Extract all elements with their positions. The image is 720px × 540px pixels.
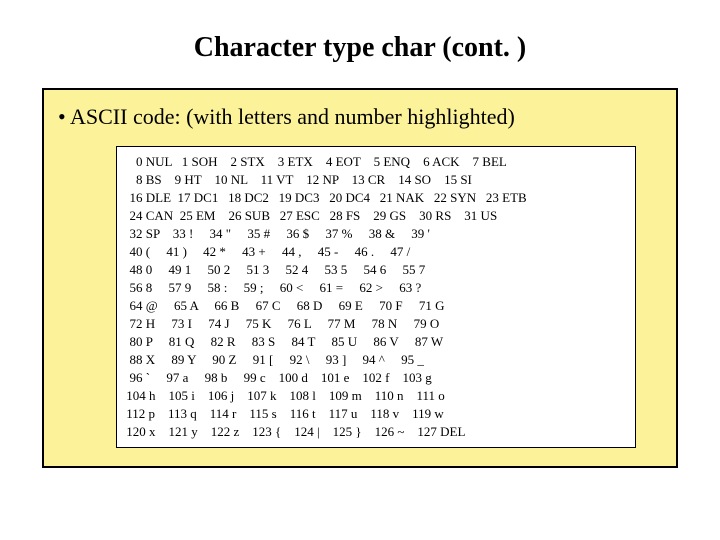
ascii-row: 8 BS 9 HT 10 NL 11 VT 12 NP 13 CR 14 SO … (123, 171, 629, 189)
ascii-row: 24 CAN 25 EM 26 SUB 27 ESC 28 FS 29 GS 3… (123, 207, 629, 225)
ascii-row: 96 ` 97 a 98 b 99 c 100 d 101 e 102 f 10… (123, 369, 629, 387)
ascii-row: 72 H 73 I 74 J 75 K 76 L 77 M 78 N 79 O (123, 315, 629, 333)
ascii-row: 80 P 81 Q 82 R 83 S 84 T 85 U 86 V 87 W (123, 333, 629, 351)
ascii-row: 48 0 49 1 50 2 51 3 52 4 53 5 54 6 55 7 (123, 261, 629, 279)
ascii-row: 120 x 121 y 122 z 123 { 124 | 125 } 126 … (123, 423, 629, 441)
ascii-row: 88 X 89 Y 90 Z 91 [ 92 \ 93 ] 94 ^ 95 _ (123, 351, 629, 369)
subtitle-text: • ASCII code: (with letters and number h… (58, 104, 662, 130)
ascii-row: 32 SP 33 ! 34 " 35 # 36 $ 37 % 38 & 39 ' (123, 225, 629, 243)
ascii-row: 56 8 57 9 58 : 59 ; 60 < 61 = 62 > 63 ? (123, 279, 629, 297)
page-title: Character type char (cont. ) (0, 32, 720, 64)
ascii-table-box: 0 NUL 1 SOH 2 STX 3 ETX 4 EOT 5 ENQ 6 AC… (116, 146, 636, 448)
content-panel: • ASCII code: (with letters and number h… (42, 88, 678, 468)
ascii-row: 0 NUL 1 SOH 2 STX 3 ETX 4 EOT 5 ENQ 6 AC… (123, 153, 629, 171)
ascii-row: 40 ( 41 ) 42 * 43 + 44 , 45 - 46 . 47 / (123, 243, 629, 261)
ascii-row: 64 @ 65 A 66 B 67 C 68 D 69 E 70 F 71 G (123, 297, 629, 315)
ascii-row: 112 p 113 q 114 r 115 s 116 t 117 u 118 … (123, 405, 629, 423)
ascii-row: 104 h 105 i 106 j 107 k 108 l 109 m 110 … (123, 387, 629, 405)
ascii-row: 16 DLE 17 DC1 18 DC2 19 DC3 20 DC4 21 NA… (123, 189, 629, 207)
